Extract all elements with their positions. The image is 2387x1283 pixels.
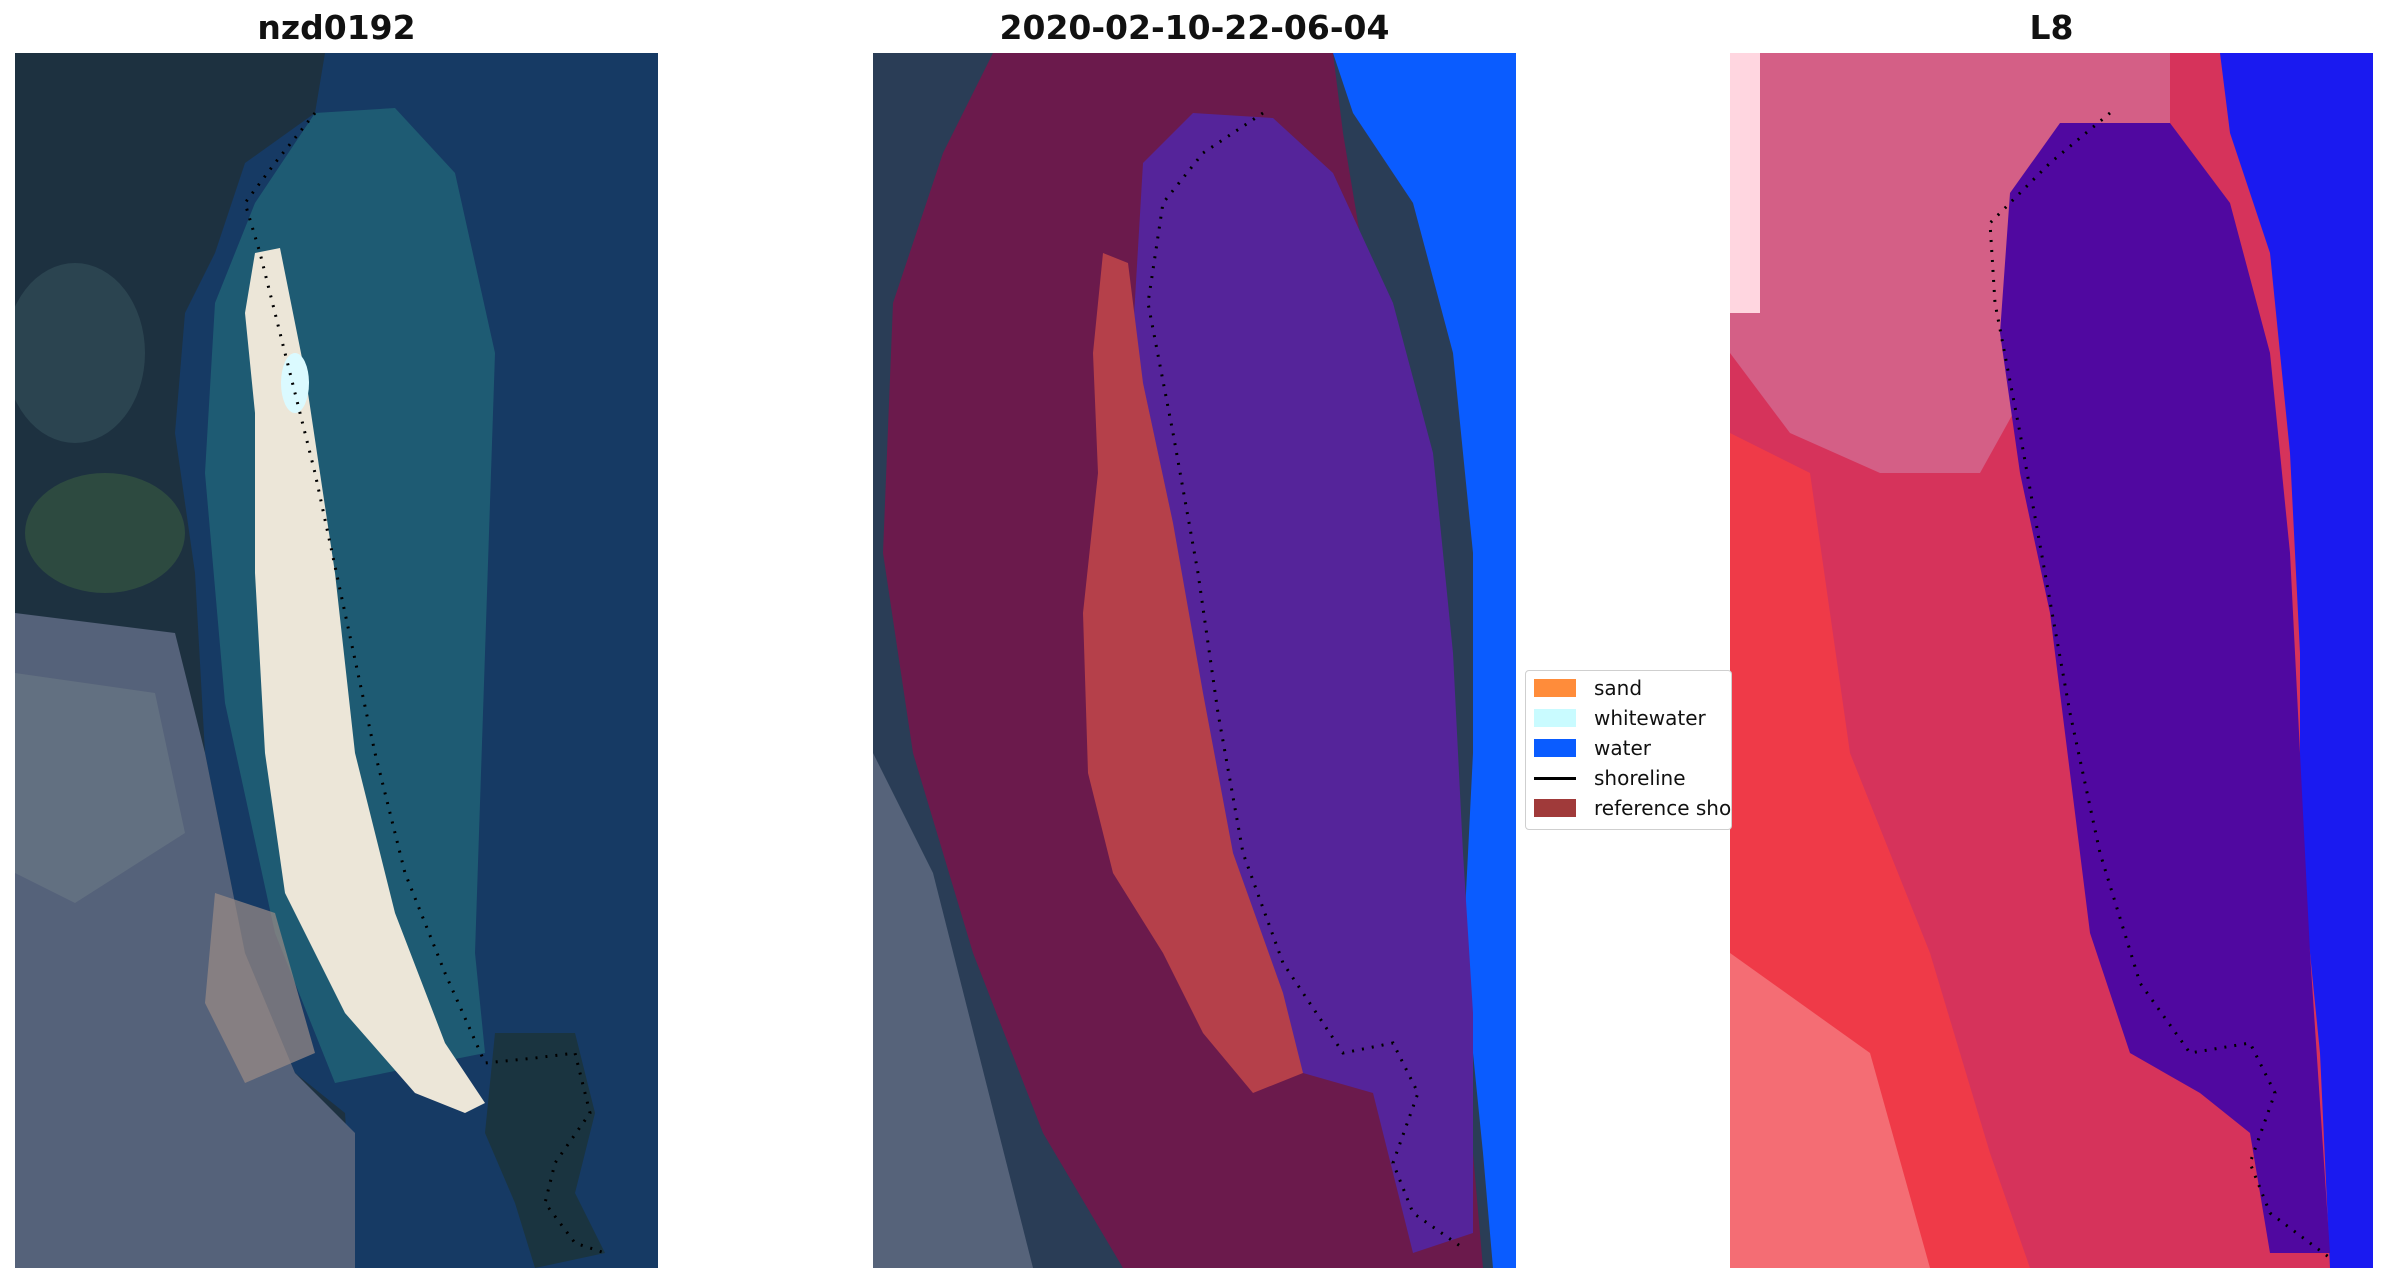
classified-image-panel <box>873 53 1516 1268</box>
legend-item-whitewater: whitewater <box>1534 705 1706 731</box>
legend-item-reference-shoreline: reference shoreline <box>1534 795 1731 821</box>
panel-title-classified: 2020-02-10-22-06-04 <box>999 8 1390 47</box>
reference-shoreline-swatch <box>1534 799 1576 817</box>
legend-item-sand: sand <box>1534 675 1642 701</box>
index-image-panel <box>1730 53 2373 1268</box>
panel-title-rgb: nzd0192 <box>257 8 416 47</box>
sand-swatch <box>1534 679 1576 697</box>
whitewater-swatch <box>1534 709 1576 727</box>
legend-item-water: water <box>1534 735 1651 761</box>
legend-item-shoreline: shoreline <box>1534 765 1686 791</box>
legend: sand whitewater water shoreline referenc… <box>1525 670 1732 830</box>
rgb-image-panel <box>15 53 658 1268</box>
water-swatch <box>1534 739 1576 757</box>
panel-title-index: L8 <box>2029 8 2074 47</box>
shoreline-swatch <box>1534 776 1576 780</box>
